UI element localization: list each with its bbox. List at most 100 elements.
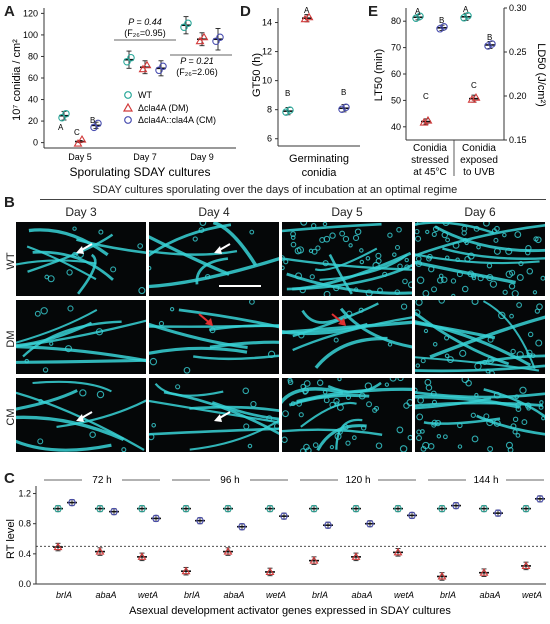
conidium: [298, 332, 305, 339]
panel-c-gene-label: brlA: [56, 590, 72, 600]
conidium: [416, 276, 425, 285]
panel-c-pt-wt-3-1: [480, 504, 488, 513]
conidium: [489, 280, 498, 288]
conidium: [96, 390, 105, 399]
hypha: [149, 249, 238, 256]
conidium: [525, 245, 532, 252]
panel-e-ytick-left: 50: [391, 95, 401, 105]
hypha: [415, 260, 516, 285]
micrograph-DM-day-6: [415, 300, 545, 374]
panel-c-pt-dm-2-2: [393, 547, 403, 556]
conidium: [420, 358, 426, 364]
panel-d-letter: D: [240, 3, 251, 20]
conidium: [282, 410, 289, 418]
panel-c-pt-wt-2-1: [352, 504, 360, 513]
conidium: [300, 383, 307, 390]
conidium: [539, 400, 544, 405]
panel-c-pt-cm-0-1: [110, 507, 118, 516]
panel-c-ylabel: RT level: [5, 519, 17, 559]
conidium: [538, 404, 544, 410]
conidium: [445, 237, 450, 243]
panel-e-heat-pt-wt: [412, 14, 420, 22]
panel-e-chart: LT50 (min) LD50 (J/cm²) 40 50 60 70 80 0.15 0.…: [373, 3, 547, 178]
panel-a-letter-dm: C: [74, 128, 80, 137]
conidium: [444, 353, 450, 359]
panel-c-gene-label: brlA: [440, 590, 456, 600]
conidium: [348, 243, 353, 248]
panel-a-xtick-day7: Day 7: [133, 152, 157, 162]
hypha: [314, 247, 378, 272]
conidium: [138, 287, 146, 295]
panel-d-ylabel: GT50 (h): [251, 53, 263, 97]
conidium: [515, 401, 522, 408]
panel-e-group1-l3: at 45°C: [413, 167, 446, 178]
conidium: [290, 231, 296, 237]
conidium: [353, 287, 359, 292]
micrograph-DM-day-3: [16, 300, 146, 374]
conidium: [505, 247, 513, 255]
conidium: [329, 444, 335, 450]
panel-c-pt-wt-2-2: [394, 504, 402, 513]
panel-e-uvb-pt2-cm: [488, 40, 496, 48]
conidium: [430, 390, 437, 397]
conidium: [309, 274, 315, 280]
panel-c-pt-wt-0-2: [138, 504, 146, 513]
conidium: [474, 362, 482, 370]
panel-d-ytick: 12: [262, 47, 272, 57]
conidium: [399, 445, 408, 452]
panel-c-time-3: 144 h: [473, 475, 498, 486]
hypha: [77, 253, 97, 295]
conidium: [415, 434, 422, 441]
hypha: [282, 222, 382, 233]
conidium: [467, 270, 475, 278]
conidium: [493, 391, 501, 399]
panel-c-pt-cm-0-2: [152, 514, 160, 523]
conidium: [243, 423, 250, 430]
conidium: [66, 269, 73, 276]
conidium: [465, 379, 472, 387]
hypha: [149, 346, 248, 355]
panel-c-pt-dm-3-0: [437, 571, 447, 580]
panel-a-pt-wt-2: [180, 23, 188, 31]
conidium: [486, 274, 494, 282]
panel-e-uvb-pt-cm: [484, 42, 492, 50]
micrograph-CM-day-4: [149, 378, 279, 452]
conidium: [471, 275, 477, 281]
conidium: [436, 434, 442, 439]
panel-e-group2-l1: Conidia: [462, 143, 496, 154]
conidium: [514, 394, 520, 400]
conidium: [415, 363, 421, 368]
hypha: [16, 259, 97, 266]
conidium: [415, 228, 420, 235]
conidium: [422, 290, 430, 296]
panel-c-gene-label: wetA: [522, 590, 542, 600]
panel-e-heat-pt-cm: [436, 25, 444, 33]
conidium: [89, 431, 96, 438]
conidium: [471, 435, 479, 443]
conidium: [485, 368, 491, 374]
conidium: [457, 444, 463, 449]
panel-e-ytick-right: 0.20: [509, 91, 527, 101]
panel-e-heat-pt2-dm: [423, 115, 433, 124]
micrograph-CM-day-6: [415, 378, 545, 452]
panel-c-pt-cm-1-0: [196, 516, 204, 525]
panel-e-ylabel-right: LD50 (J/cm²): [535, 43, 547, 107]
conidium: [404, 257, 409, 263]
panel-c-pt-dm-1-0: [181, 566, 191, 575]
panel-a-stat7-p: P = 0.44: [128, 17, 161, 27]
conidium: [400, 303, 408, 310]
conidium: [486, 419, 494, 427]
conidium: [175, 384, 181, 390]
conidium: [487, 336, 494, 343]
panel-a-ytick: 40: [28, 95, 38, 105]
legend-dm-label: Δcla4A (DM): [138, 103, 189, 113]
conidium: [397, 263, 403, 270]
hypha: [163, 390, 279, 436]
panel-e-ytick-left: 40: [391, 122, 401, 132]
conidium: [508, 283, 516, 290]
conidium: [459, 349, 467, 357]
conidium: [339, 230, 346, 237]
panel-e-ytick-right: 0.25: [509, 47, 527, 57]
conidium: [299, 286, 306, 294]
panel-a-stat9-f: (F₂₆=2.06): [176, 67, 217, 77]
